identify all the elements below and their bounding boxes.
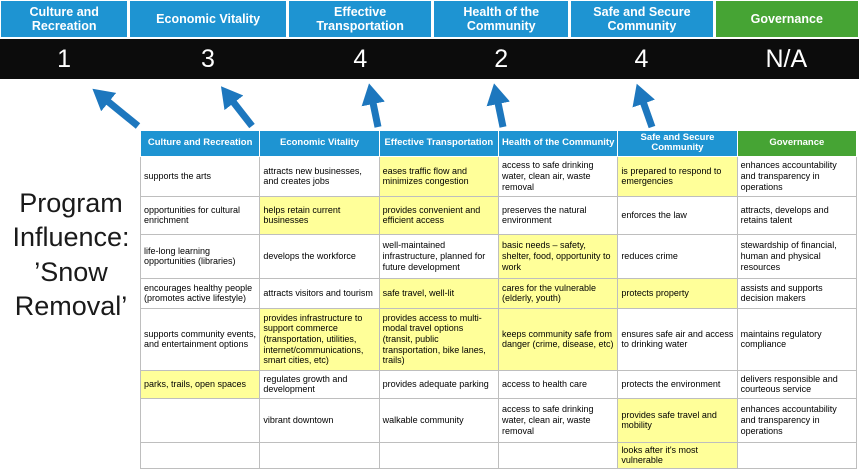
matrix-cell-r1-c5: is prepared to respond to emergencies (617, 155, 738, 197)
matrix-cell-r3-c2: develops the workforce (259, 233, 380, 279)
matrix-cell-r4-c6: assists and supports decision makers (736, 277, 858, 309)
influence-arrows (92, 83, 656, 129)
column-header-governance: Governance (736, 130, 858, 157)
matrix-row-5: supports community events, and entertain… (139, 307, 858, 371)
matrix-cell-r4-c1: encourages healthy people (promotes acti… (139, 277, 261, 309)
column-header-culture-and-recreation: Culture and Recreation (139, 130, 261, 157)
matrix-cell-r4-c4: cares for the vulnerable (elderly, youth… (497, 277, 619, 309)
matrix-cell-r7-c2: vibrant downtown (259, 397, 380, 443)
score-value-effective-transportation: 4 (353, 44, 368, 73)
matrix-table: Culture and Recreation Economic Vitality E… (139, 130, 858, 469)
matrix-body: supports the arts attracts new businesses… (139, 155, 858, 469)
score-value-economic-vitality: 3 (200, 44, 215, 73)
matrix-cell-r4-c5: protects property (617, 277, 738, 309)
matrix-cell-r7-c3: walkable community (378, 397, 499, 443)
score-value-governance: N/A (765, 44, 808, 73)
matrix-cell-r2-c5: enforces the law (617, 195, 738, 235)
matrix-cell-r3-c1: life-long learning opportunities (librar… (139, 233, 261, 279)
matrix-cell-r3-c4: basic needs – safety, shelter, food, opp… (497, 233, 619, 279)
matrix-cell-r8-c1-empty (139, 441, 261, 469)
matrix-row-1: supports the arts attracts new businesses… (139, 155, 858, 197)
matrix-cell-r5-c1: supports community events, and entertain… (139, 307, 261, 371)
matrix-cell-r6-c6: delivers responsible and courteous servi… (736, 369, 858, 399)
matrix-header-row: Culture and Recreation Economic Vitality E… (139, 130, 858, 157)
score-value-safe-and-secure-community: 4 (634, 44, 649, 73)
up-arrow-1 (92, 88, 141, 129)
score-value-health-of-the-community: 2 (494, 44, 509, 73)
priority-box-governance: Governance (715, 1, 858, 37)
matrix-cell-r6-c3: provides adequate parking (378, 369, 499, 399)
priority-header-row: Culture and Recreation Economic Vitality E… (1, 1, 858, 37)
score-band: 1 3 4 2 4 N/A (0, 39, 859, 79)
matrix-cell-r5-c4: keeps community safe from danger (crime,… (497, 307, 619, 371)
matrix-cell-r2-c4: preserves the natural environment (497, 195, 619, 235)
matrix-cell-r2-c1: opportunities for cultural enrichment (139, 195, 261, 235)
matrix-cell-r1-c4: access to safe drinking water, clean air… (497, 155, 619, 197)
matrix-cell-r1-c6: enhances accountability and transparency… (736, 155, 858, 197)
matrix-cell-r3-c3: well-maintained infrastructure, planned … (378, 233, 499, 279)
matrix-cell-r2-c3: provides convenient and efficient access (378, 195, 499, 235)
column-header-effective-transportation: Effective Transportation (378, 130, 499, 157)
matrix-cell-r4-c3: safe travel, well-lit (378, 277, 499, 309)
matrix-cell-r8-c4-empty (497, 441, 619, 469)
matrix-cell-r8-c3-empty (378, 441, 499, 469)
matrix-cell-r6-c5: protects the environment (617, 369, 738, 399)
priority-box-health-of-the-community: Health of the Community (434, 1, 569, 37)
matrix-cell-r7-c5: provides safe travel and mobility (617, 397, 738, 443)
matrix-cell-r7-c1-empty (139, 397, 261, 443)
priority-box-economic-vitality: Economic Vitality (130, 1, 286, 37)
priority-box-effective-transportation: Effective Transportation (288, 1, 432, 37)
priority-box-culture-and-recreation: Culture and Recreation (1, 1, 128, 37)
matrix-cell-r1-c1: supports the arts (139, 155, 261, 197)
priority-box-safe-and-secure-community: Safe and Secure Community (571, 1, 713, 37)
column-header-economic-vitality: Economic Vitality (259, 130, 380, 157)
matrix-row-6: parks, trails, open spaces regulates grow… (139, 369, 858, 399)
matrix-row-2: opportunities for cultural enrichment hel… (139, 195, 858, 235)
up-arrow-4 (486, 83, 510, 128)
column-header-safe-and-secure-community: Safe and Secure Community (617, 130, 738, 157)
up-arrow-2 (220, 86, 255, 129)
column-header-health-of-the-community: Health of the Community (497, 130, 619, 157)
matrix-cell-r7-c4: access to safe drinking water, clean air… (497, 397, 619, 443)
matrix-cell-r5-c2: provides infrastructure to support comme… (259, 307, 380, 371)
matrix-cell-r6-c4: access to health care (497, 369, 619, 399)
matrix-cell-r8-c5: looks after it's most vulnerable (617, 441, 738, 469)
matrix-cell-r2-c2: helps retain current businesses (259, 195, 380, 235)
matrix-cell-r2-c6: attracts, develops and retains talent (736, 195, 858, 235)
matrix-row-3: life-long learning opportunities (librar… (139, 233, 858, 279)
matrix-cell-r5-c5: ensures safe air and access to drinking … (617, 307, 738, 371)
matrix-cell-r7-c6: enhances accountability and transparency… (736, 397, 858, 443)
matrix-row-4: encourages healthy people (promotes acti… (139, 277, 858, 309)
matrix-cell-r1-c3: eases traffic flow and minimizes congest… (378, 155, 499, 197)
up-arrow-3 (361, 83, 385, 128)
matrix-cell-r3-c5: reduces crime (617, 233, 738, 279)
matrix-cell-r1-c2: attracts new businesses, and creates job… (259, 155, 380, 197)
matrix-cell-r6-c2: regulates growth and development (259, 369, 380, 399)
matrix-cell-r6-c1: parks, trails, open spaces (139, 369, 261, 399)
matrix-cell-r3-c6: stewardship of financial, human and phys… (736, 233, 858, 279)
matrix-cell-r4-c2: attracts visitors and tourism (259, 277, 380, 309)
matrix-cell-r5-c3: provides access to multi-modal travel op… (378, 307, 499, 371)
matrix-row-7: vibrant downtown walkable community access… (139, 397, 858, 443)
matrix-cell-r8-c6-empty (736, 441, 858, 469)
matrix-cell-r5-c6: maintains regulatory compliance (736, 307, 858, 371)
up-arrow-5 (632, 83, 656, 129)
page-title: Program Influence: ’Snow Removal’ (12, 188, 130, 321)
score-value-culture-and-recreation: 1 (57, 44, 71, 73)
